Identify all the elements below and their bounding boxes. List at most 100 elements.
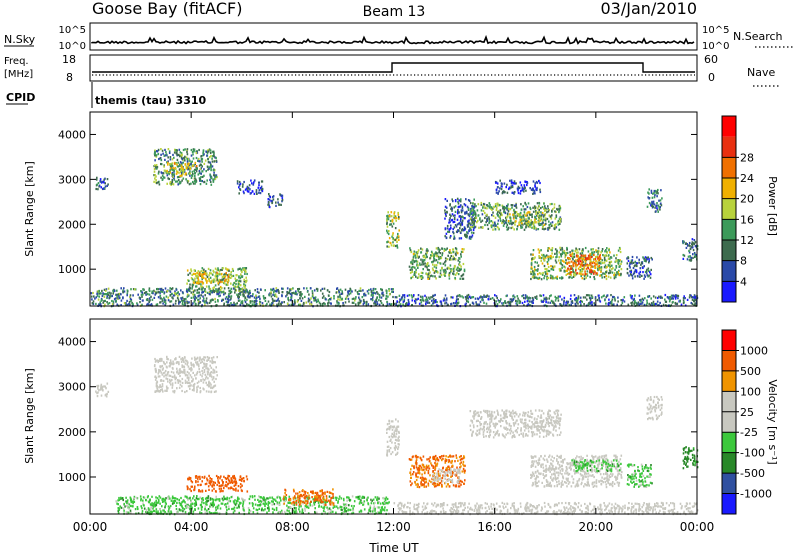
heatmap-cell [96, 294, 99, 297]
heatmap-cell [495, 295, 498, 298]
heatmap-cell [650, 204, 652, 207]
heatmap-cell [112, 289, 114, 292]
heatmap-cell [186, 160, 189, 163]
heatmap-cell [469, 296, 472, 300]
heatmap-cell [174, 497, 177, 500]
heatmap-cell [347, 292, 349, 295]
heatmap-cell [553, 301, 555, 304]
heatmap-cell [597, 269, 599, 272]
heatmap-cell [161, 358, 163, 361]
heatmap-cell [322, 295, 325, 298]
heatmap-cell [627, 256, 630, 260]
heatmap-cell [380, 302, 383, 305]
heatmap-cell [539, 214, 541, 217]
heatmap-cell [375, 303, 377, 306]
heatmap-cell [617, 261, 619, 264]
heatmap-cell [505, 294, 508, 298]
heatmap-cell [538, 202, 541, 205]
heatmap-cell [194, 289, 196, 292]
heatmap-cell [239, 292, 241, 295]
heatmap-cell [105, 395, 108, 398]
heatmap-cell [390, 215, 393, 218]
heatmap-cell [312, 296, 315, 299]
heatmap-cell [533, 189, 536, 192]
heatmap-cell [297, 289, 300, 292]
heatmap-cell [544, 256, 547, 259]
heatmap-cell [169, 158, 172, 161]
heatmap-cell [187, 365, 190, 368]
heatmap-cell [112, 292, 114, 295]
heatmap-cell [244, 296, 247, 299]
heatmap-cell [218, 487, 221, 490]
heatmap-cell [608, 249, 610, 252]
heatmap-cell [155, 303, 158, 306]
heatmap-cell [193, 297, 196, 300]
heatmap-cell [433, 271, 436, 274]
heatmap-cell [538, 256, 541, 259]
heatmap-cell [582, 264, 584, 267]
heatmap-cell [451, 213, 454, 216]
heatmap-cell [453, 270, 455, 273]
heatmap-cell [613, 274, 615, 277]
heatmap-cell [460, 237, 463, 240]
heatmap-cell [537, 211, 539, 214]
heatmap-cell [249, 301, 252, 304]
heatmap-cell [223, 276, 226, 279]
heatmap-cell [169, 163, 171, 166]
heatmap-cell [277, 297, 280, 300]
heatmap-cell [209, 371, 212, 375]
heatmap-cell [243, 285, 245, 288]
heatmap-cell [458, 260, 461, 264]
heatmap-cell [390, 223, 392, 226]
heatmap-cell [163, 298, 166, 301]
heatmap-cell [133, 500, 136, 503]
heatmap-cell [227, 278, 230, 281]
heatmap-cell [288, 303, 290, 307]
heatmap-cell [668, 300, 671, 303]
beam-title: Beam 13 [363, 4, 426, 20]
heatmap-cell [208, 287, 211, 290]
heatmap-cell [251, 303, 254, 306]
heatmap-cell [197, 475, 199, 478]
heatmap-cell [640, 300, 642, 303]
heatmap-cell [245, 280, 247, 283]
heatmap-cell [626, 271, 629, 275]
heatmap-cell [512, 213, 514, 216]
heatmap-cell [559, 269, 561, 272]
heatmap-cell [509, 222, 511, 225]
heatmap-cell [525, 226, 527, 229]
heatmap-cell [452, 267, 455, 270]
heatmap-cell [215, 390, 217, 393]
heatmap-cell [473, 198, 475, 201]
heatmap-cell [186, 166, 189, 169]
heatmap-cell [201, 288, 204, 291]
heatmap-cell [206, 359, 208, 362]
heatmap-cell [105, 393, 107, 396]
heatmap-cell [461, 277, 464, 280]
heatmap-cell [648, 202, 651, 205]
heatmap-cell [197, 270, 200, 273]
heatmap-cell [570, 260, 573, 263]
heatmap-cell [266, 302, 268, 305]
heatmap-cell [690, 256, 693, 259]
heatmap-cell [630, 301, 632, 305]
heatmap-cell [473, 206, 475, 209]
heatmap-cell [522, 214, 525, 217]
heatmap-cell [106, 296, 108, 299]
heatmap-cell [201, 291, 203, 294]
heatmap-cell [275, 299, 278, 302]
heatmap-cell [318, 301, 321, 304]
heatmap-cell [433, 265, 436, 268]
heatmap-cell [460, 253, 462, 256]
heatmap-cell [386, 300, 388, 303]
heatmap-cell [676, 294, 678, 297]
heatmap-cell [126, 294, 128, 297]
heatmap-cell [90, 295, 93, 298]
heatmap-cell [175, 162, 177, 165]
heatmap-cell [243, 294, 245, 297]
heatmap-cell [241, 302, 244, 305]
heatmap-cell [235, 487, 237, 490]
heatmap-cell [253, 296, 256, 299]
heatmap-cell [526, 214, 528, 217]
heatmap-cell [593, 251, 595, 254]
